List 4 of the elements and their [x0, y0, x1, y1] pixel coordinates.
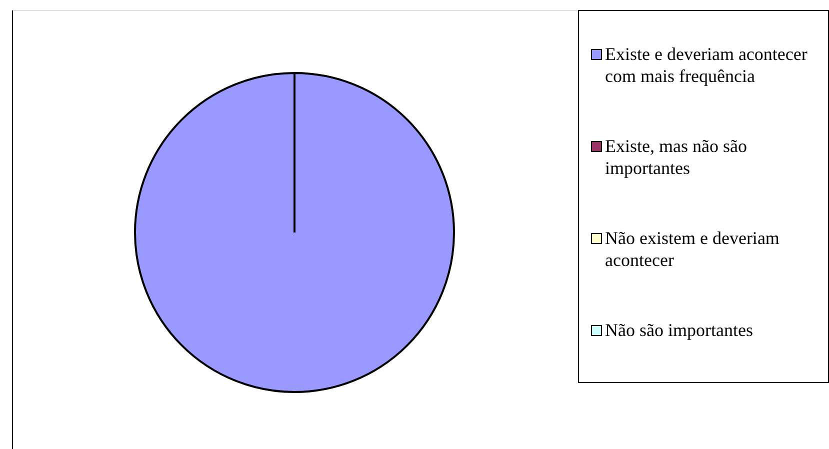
- legend-label: Não são importantes: [605, 319, 753, 341]
- legend-label: Existe e deveriam acontecer com mais frequência: [605, 43, 808, 87]
- legend-label: Não existem e deveriam acontecer: [605, 227, 780, 271]
- legend-label: Existe, mas não são importantes: [605, 135, 748, 179]
